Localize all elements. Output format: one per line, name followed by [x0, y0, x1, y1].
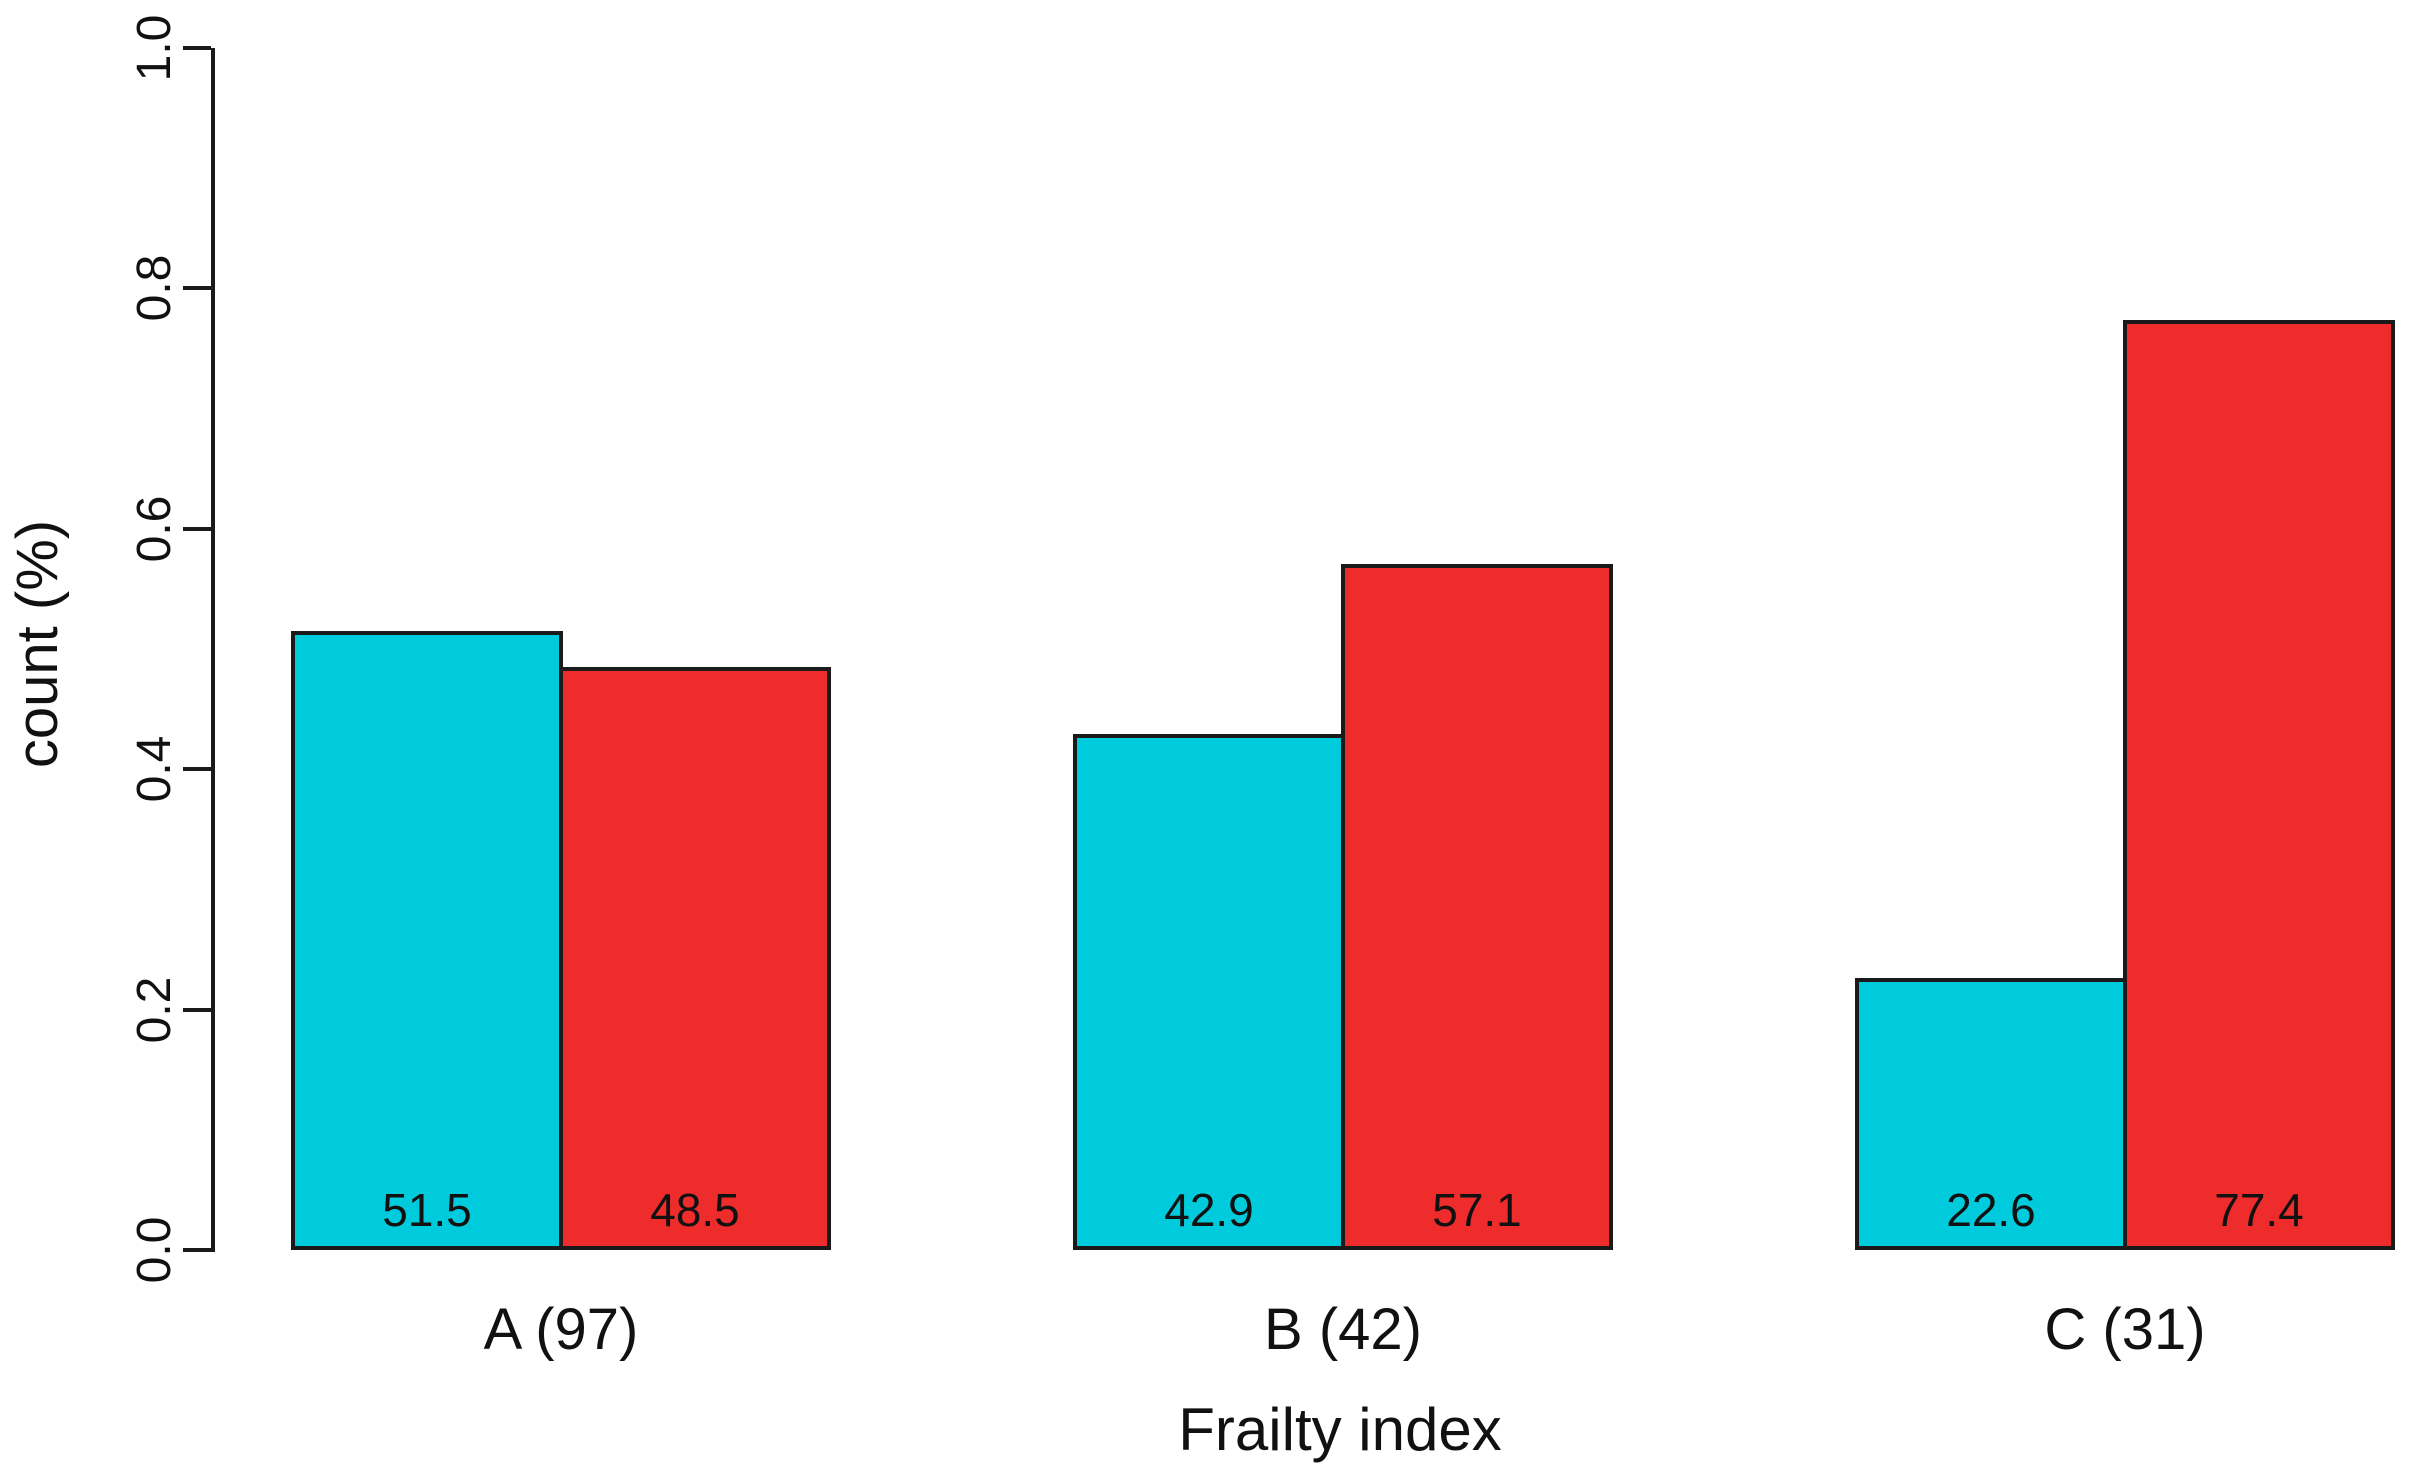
- bar-value-label: 51.5: [382, 1184, 472, 1236]
- y-tick-mark: [183, 1007, 211, 1012]
- y-tick-label: 0.4: [128, 735, 181, 803]
- y-tick-mark: [183, 286, 211, 291]
- bar-cyan-series-A: [291, 630, 563, 1250]
- y-tick-mark: [183, 1248, 211, 1252]
- y-tick-label: 0.2: [128, 976, 181, 1043]
- y-tick-mark: [183, 526, 211, 531]
- y-tick-label: 0.8: [128, 255, 181, 322]
- x-category-label: B (42): [1264, 1297, 1422, 1362]
- x-category-label: A (97): [483, 1297, 639, 1362]
- y-tick-mark: [183, 46, 211, 50]
- bar-red-series-A: [559, 667, 831, 1250]
- bar-red-series-C: [2123, 319, 2395, 1250]
- bar-value-label: 48.5: [650, 1184, 740, 1236]
- y-tick-label: 0.0: [128, 1216, 181, 1284]
- bar-value-label: 42.9: [1164, 1184, 1254, 1236]
- y-tick-label: 0.6: [128, 495, 181, 563]
- bar-red-series-B: [1341, 563, 1613, 1250]
- y-tick-mark: [183, 767, 211, 772]
- bar-cyan-series-B: [1073, 734, 1345, 1250]
- x-axis-title: Frailty index: [1178, 1396, 1502, 1463]
- bar-value-label: 22.6: [1946, 1184, 2036, 1236]
- bar-value-label: 57.1: [1432, 1184, 1522, 1236]
- x-category-label: C (31): [2044, 1297, 2206, 1362]
- bar-value-label: 77.4: [2214, 1184, 2304, 1236]
- y-axis-title: count (%): [5, 519, 70, 769]
- y-tick-label: 1.0: [128, 14, 181, 82]
- y-axis-line: [211, 48, 215, 1252]
